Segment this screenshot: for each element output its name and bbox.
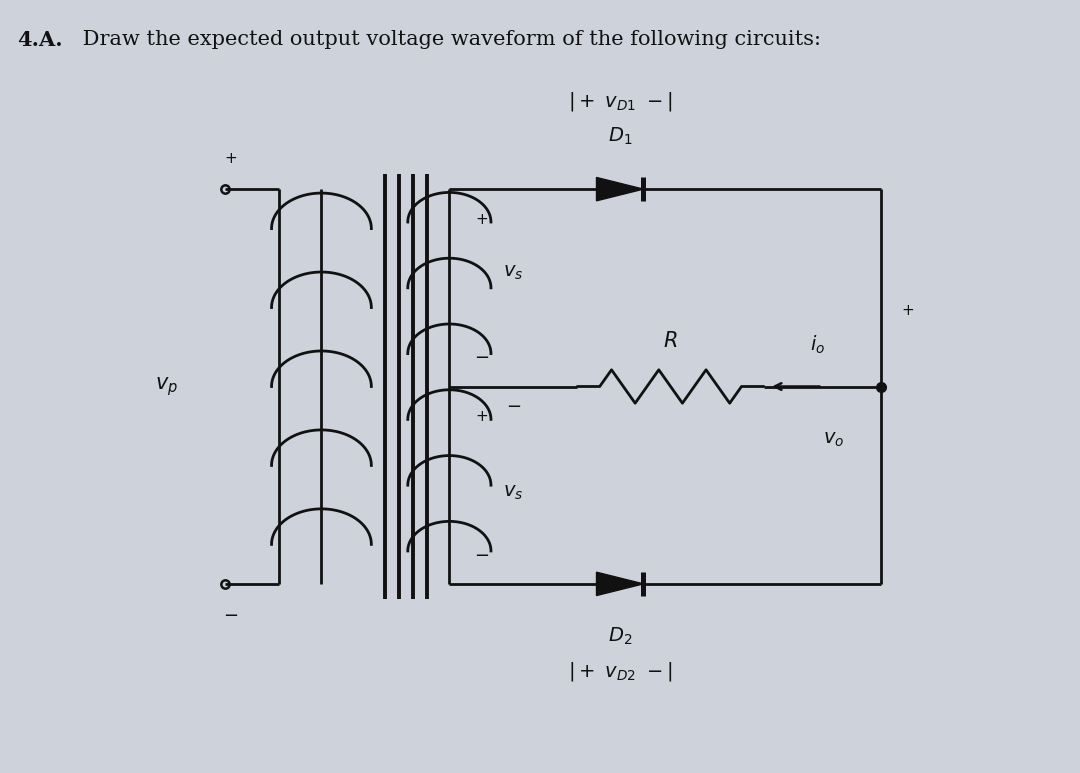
Text: $+$: $+$: [901, 303, 915, 318]
Text: Draw the expected output voltage waveform of the following circuits:: Draw the expected output voltage wavefor…: [77, 29, 821, 49]
Text: $D_1$: $D_1$: [608, 126, 632, 148]
Text: $D_2$: $D_2$: [608, 625, 632, 647]
Polygon shape: [596, 178, 644, 201]
Text: $-$: $-$: [224, 605, 239, 623]
Text: $+$: $+$: [475, 410, 488, 424]
Polygon shape: [596, 572, 644, 595]
Text: $v_o$: $v_o$: [823, 431, 843, 449]
Text: $i_o$: $i_o$: [810, 334, 825, 356]
Text: $v_s$: $v_s$: [502, 264, 523, 282]
Text: $-$: $-$: [474, 544, 489, 563]
Text: $-$: $-$: [505, 397, 521, 414]
Text: $|+\ v_{D2}\ -|$: $|+\ v_{D2}\ -|$: [568, 659, 672, 683]
Text: $+$: $+$: [475, 212, 488, 227]
Text: $|+\ v_{D1}\ -|$: $|+\ v_{D1}\ -|$: [568, 90, 672, 114]
Text: $v_s$: $v_s$: [502, 484, 523, 502]
Text: $v_p$: $v_p$: [156, 375, 178, 398]
Text: 4.A.: 4.A.: [17, 29, 64, 49]
Text: $-$: $-$: [474, 347, 489, 365]
Text: $+$: $+$: [225, 152, 238, 166]
Text: $R$: $R$: [663, 331, 678, 351]
